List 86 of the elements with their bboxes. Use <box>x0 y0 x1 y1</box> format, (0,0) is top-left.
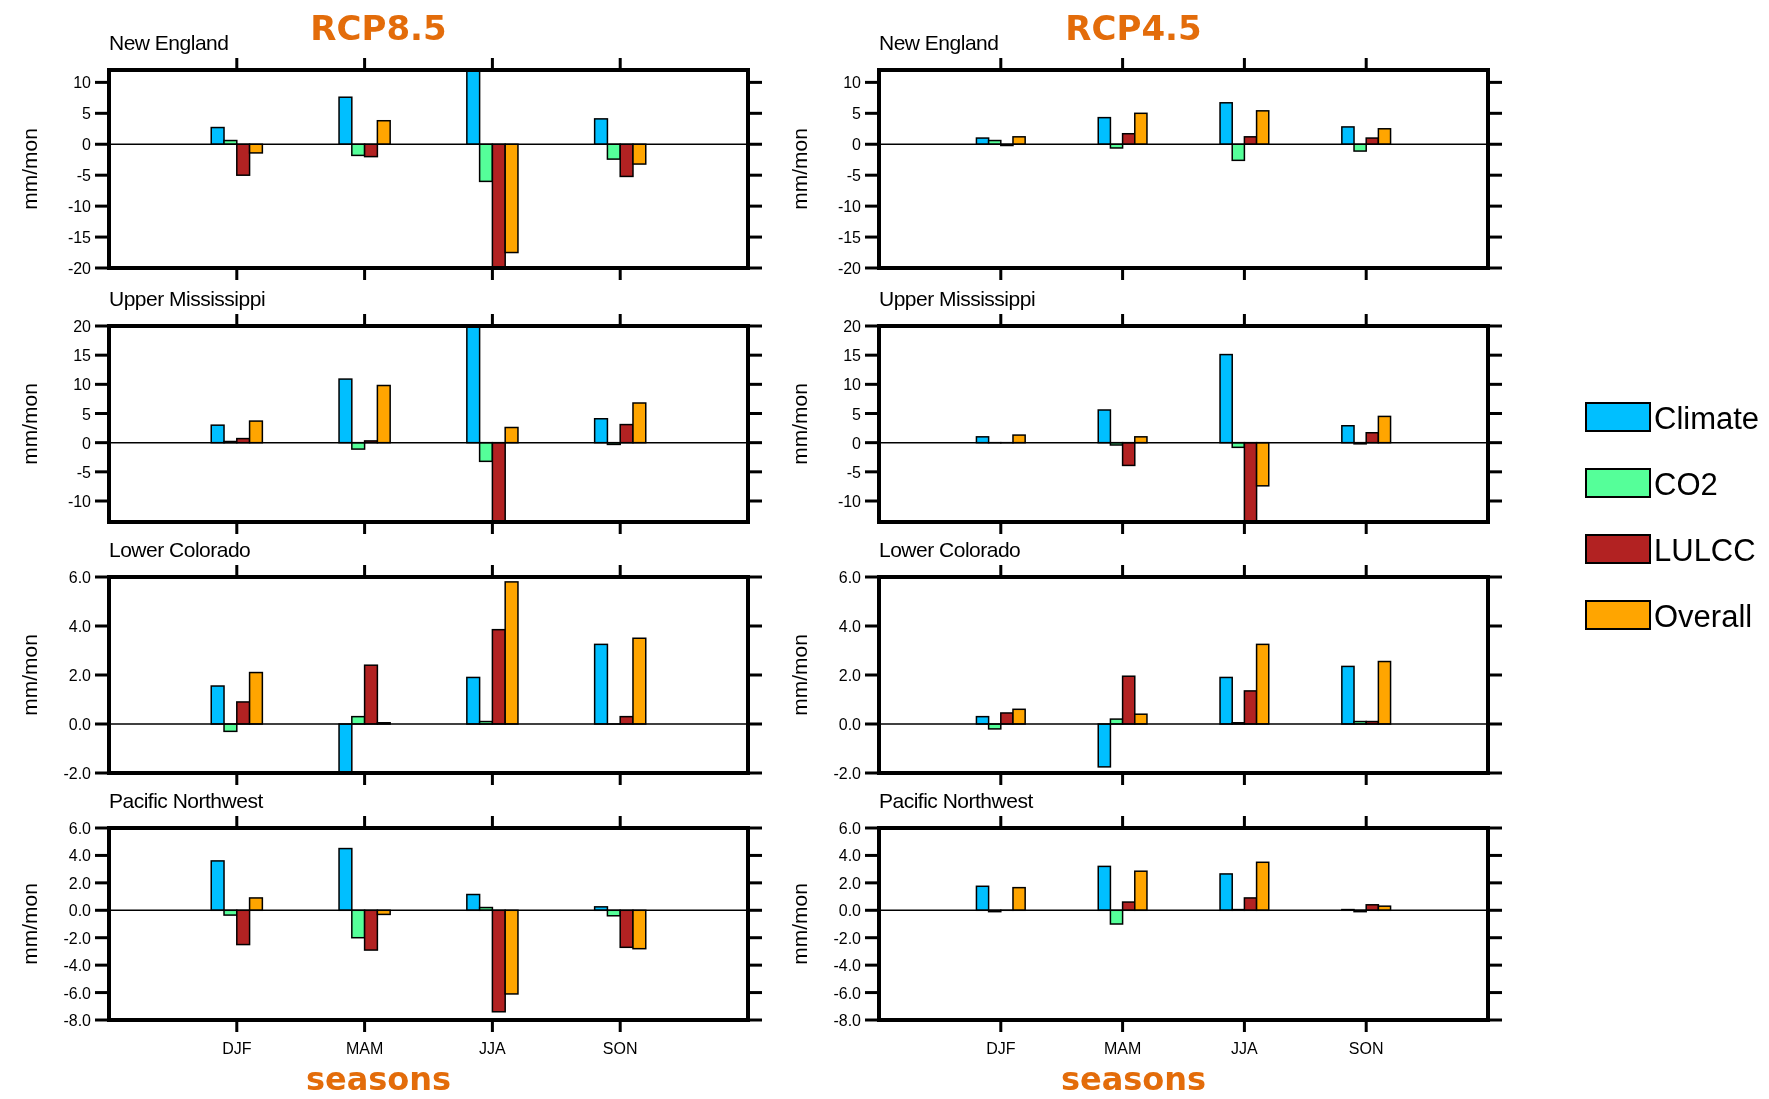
y-tick-label: 5 <box>82 105 92 123</box>
y-tick-label: 0.0 <box>68 716 92 733</box>
y-tick-label: 4.0 <box>68 847 92 865</box>
y-axis-title: mm/mon <box>788 128 811 210</box>
x-tick-label: SON <box>602 1040 638 1057</box>
y-axis-title: mm/mon <box>18 883 41 965</box>
legend-label: Overall <box>1654 599 1753 634</box>
chart-title: Pacific Northwest <box>879 789 1034 812</box>
y-tick-label: 2.0 <box>68 874 92 892</box>
y-tick-label: -5 <box>846 463 862 481</box>
y-axis-title: mm/mon <box>788 383 811 465</box>
y-tick-label: 0 <box>82 434 92 452</box>
chart-title: New England <box>879 31 999 54</box>
y-tick-label: 10 <box>843 74 862 92</box>
legend-label: LULCC <box>1654 533 1756 568</box>
y-tick-label: -8.0 <box>63 1012 92 1029</box>
y-tick-label: 0 <box>82 136 92 154</box>
y-tick-label: 10 <box>843 376 862 394</box>
y-tick-label: -2.0 <box>833 765 862 782</box>
x-axis-title: seasons <box>1060 1060 1207 1098</box>
x-axis-title: seasons <box>305 1060 452 1098</box>
y-tick-label: -4.0 <box>833 957 862 975</box>
y-tick-label: 4.0 <box>838 618 862 635</box>
x-tick-label: JJA <box>1231 1040 1259 1057</box>
y-tick-label: 10 <box>73 376 92 394</box>
y-tick-label: 6.0 <box>68 820 92 837</box>
chart-subtitle: RCP4.5 <box>1065 8 1202 48</box>
y-tick-label: 6.0 <box>838 569 862 586</box>
y-tick-label: -20 <box>837 260 862 277</box>
y-tick-label: 5 <box>82 405 92 423</box>
chart-title: Lower Colorado <box>109 538 251 561</box>
x-tick-label: SON <box>1348 1040 1384 1057</box>
y-axis-title: mm/mon <box>18 128 41 210</box>
y-tick-label: 20 <box>73 318 92 335</box>
y-axis-title: mm/mon <box>18 383 41 465</box>
chart-subtitle: RCP8.5 <box>310 8 447 48</box>
y-tick-label: -6.0 <box>833 984 862 1002</box>
y-tick-label: 20 <box>843 318 862 335</box>
chart-title: Pacific Northwest <box>109 789 264 812</box>
y-tick-label: 0 <box>852 434 862 452</box>
y-tick-label: -2.0 <box>833 929 862 947</box>
y-tick-label: 0.0 <box>838 902 862 920</box>
y-tick-label: -8.0 <box>833 1012 862 1029</box>
x-tick-label: MAM <box>345 1040 384 1057</box>
chart-title: Upper Mississippi <box>109 287 266 310</box>
y-axis-title: mm/mon <box>788 634 811 716</box>
y-tick-label: 6.0 <box>68 569 92 586</box>
y-tick-label: -10 <box>837 198 862 216</box>
y-tick-label: -2.0 <box>63 765 92 782</box>
chart-title: New England <box>109 31 229 54</box>
y-tick-label: -5 <box>76 463 92 481</box>
y-tick-label: 2.0 <box>838 874 862 892</box>
chart-title: Lower Colorado <box>879 538 1021 561</box>
y-tick-label: -10 <box>837 493 862 510</box>
legend-label: Climate <box>1654 401 1760 436</box>
y-tick-label: 10 <box>73 74 92 92</box>
y-tick-label: 2.0 <box>838 667 862 684</box>
y-tick-label: 0.0 <box>68 902 92 920</box>
x-tick-label: MAM <box>1103 1040 1142 1057</box>
y-tick-label: 4.0 <box>68 618 92 635</box>
y-tick-label: 5 <box>852 105 862 123</box>
y-tick-label: 0.0 <box>838 716 862 733</box>
y-tick-label: 0 <box>852 136 862 154</box>
legend-label: CO2 <box>1654 467 1718 502</box>
y-tick-label: 15 <box>73 347 92 365</box>
y-tick-label: -6.0 <box>63 984 92 1002</box>
x-tick-label: DJF <box>986 1040 1016 1057</box>
y-tick-label: -4.0 <box>63 957 92 975</box>
y-tick-label: 15 <box>843 347 862 365</box>
y-tick-label: -20 <box>67 260 92 277</box>
y-tick-label: -5 <box>76 167 92 185</box>
y-tick-label: 4.0 <box>838 847 862 865</box>
y-tick-label: 2.0 <box>68 667 92 684</box>
y-tick-label: -10 <box>67 198 92 216</box>
y-tick-label: 5 <box>852 405 862 423</box>
y-axis-title: mm/mon <box>18 634 41 716</box>
y-tick-label: -2.0 <box>63 929 92 947</box>
y-tick-label: -5 <box>846 167 862 185</box>
y-tick-label: -15 <box>67 229 92 247</box>
y-tick-label: 6.0 <box>838 820 862 837</box>
x-tick-label: DJF <box>222 1040 252 1057</box>
y-axis-title: mm/mon <box>788 883 811 965</box>
chart-title: Upper Mississippi <box>879 287 1036 310</box>
y-tick-label: -15 <box>837 229 862 247</box>
y-tick-label: -10 <box>67 493 92 510</box>
x-tick-label: JJA <box>479 1040 507 1057</box>
